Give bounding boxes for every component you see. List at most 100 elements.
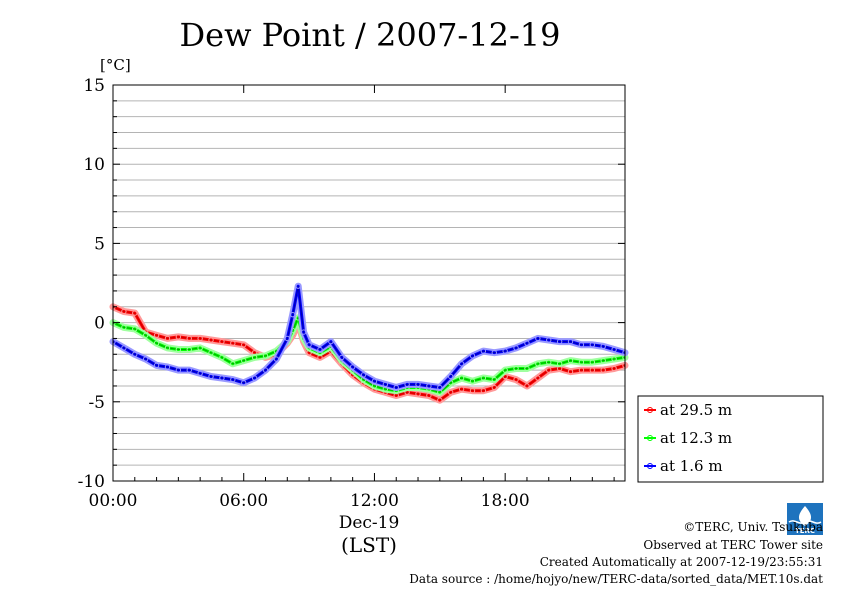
- legend-swatch-marker: [647, 435, 653, 441]
- y-tick-label: 0: [94, 314, 105, 334]
- series-point: [426, 383, 432, 389]
- series-point: [290, 311, 296, 318]
- series-point: [502, 348, 508, 354]
- y-tick-label: 15: [83, 76, 105, 96]
- series-point: [448, 389, 454, 395]
- series-point: [480, 375, 487, 381]
- series-point: [578, 342, 585, 348]
- series-point: [295, 283, 301, 289]
- series-point: [448, 373, 454, 380]
- credit-created: Created Automatically at 2007-12-19/23:5…: [540, 555, 823, 569]
- series-point: [491, 349, 497, 356]
- series-point: [491, 376, 497, 383]
- series-point: [589, 342, 596, 348]
- series-point: [251, 354, 258, 361]
- series-point: [197, 345, 203, 351]
- series-point: [262, 367, 269, 373]
- series-point: [153, 340, 160, 346]
- x-axis-date-label: Dec-19: [339, 513, 400, 533]
- series-layer: [109, 282, 629, 404]
- x-tick-label: 00:00: [89, 491, 138, 511]
- series-point: [230, 376, 236, 383]
- credit-observed: Observed at TERC Tower site: [643, 538, 823, 552]
- series-point: [611, 356, 617, 362]
- series-point: [611, 346, 617, 353]
- series-point: [339, 354, 345, 361]
- series-point: [546, 337, 552, 343]
- series-point: [458, 375, 465, 381]
- terc-logo-text: TERC: [795, 527, 815, 535]
- series-point: [567, 357, 574, 364]
- series-point: [197, 370, 203, 376]
- x-tick-label: 12:00: [350, 491, 399, 511]
- series-point: [219, 354, 225, 361]
- series-point: [437, 397, 443, 403]
- legend-label: at 29.5 m: [660, 401, 732, 419]
- chart-title: Dew Point / 2007-12-19: [180, 16, 561, 54]
- legend-label: at 1.6 m: [660, 457, 723, 475]
- series-point: [164, 335, 171, 342]
- y-tick-label: -10: [78, 472, 105, 492]
- legend-label: at 12.3 m: [660, 429, 732, 447]
- series-point: [371, 378, 378, 384]
- series-point: [164, 345, 171, 351]
- series-point: [611, 365, 617, 372]
- series-point: [535, 335, 541, 342]
- series-point: [415, 391, 421, 397]
- series-point: [491, 384, 497, 391]
- series-point: [349, 364, 356, 370]
- series-point: [328, 338, 334, 345]
- gridlines: [113, 100, 625, 466]
- y-axis-unit-label: [°C]: [100, 56, 131, 74]
- series-point: [513, 376, 519, 383]
- series-point: [175, 346, 182, 353]
- series-point: [219, 375, 225, 381]
- y-tick-label: 10: [83, 155, 105, 175]
- plot-area: [113, 85, 625, 481]
- credit-copyright: ©TERC, Univ. Tsukuba: [683, 520, 823, 534]
- series-point: [600, 357, 606, 364]
- wave-icon: [788, 520, 822, 524]
- series-point: [404, 381, 410, 388]
- series-point: [546, 367, 552, 373]
- x-tick-label: 06:00: [219, 491, 268, 511]
- series-point: [524, 383, 530, 389]
- y-axis-ticks: -10 -5 0 5 10 15: [78, 76, 625, 492]
- series-point: [556, 338, 563, 345]
- series-point: [306, 342, 312, 348]
- series-point: [230, 361, 236, 367]
- series-point: [578, 367, 585, 373]
- series-point: [600, 343, 606, 350]
- series-point: [121, 308, 127, 315]
- series-point: [469, 388, 476, 394]
- series-point: [241, 342, 247, 348]
- series-point: [513, 345, 519, 351]
- series-point: [132, 351, 138, 357]
- series-point: [567, 369, 574, 375]
- series-point: [524, 365, 530, 372]
- series-point: [535, 375, 541, 381]
- x-axis-ticks: 00:00 06:00 12:00 18:00: [89, 85, 615, 511]
- series-point: [556, 361, 563, 367]
- series-point: [153, 362, 160, 369]
- series-point: [186, 346, 192, 353]
- legend-box: [637, 395, 824, 483]
- series-point: [251, 375, 258, 381]
- y-tick-label: -5: [88, 393, 105, 413]
- credit-source: Data source : /home/hojyo/new/TERC-data/…: [409, 572, 823, 586]
- series-point: [589, 359, 596, 365]
- legend: at 29.5 m at 12.3 m at 1.6 m: [637, 395, 824, 483]
- series-point: [426, 392, 432, 399]
- series-point: [273, 356, 280, 362]
- series-point: [175, 334, 182, 340]
- series-point: [524, 340, 530, 346]
- series-point: [121, 345, 127, 351]
- series-point: [219, 338, 225, 345]
- series-point: [142, 356, 149, 362]
- series-point: [458, 361, 465, 367]
- series-point: [208, 337, 214, 343]
- series-point: [480, 388, 487, 394]
- x-tick-label: 18:00: [481, 491, 530, 511]
- series-point: [230, 340, 236, 346]
